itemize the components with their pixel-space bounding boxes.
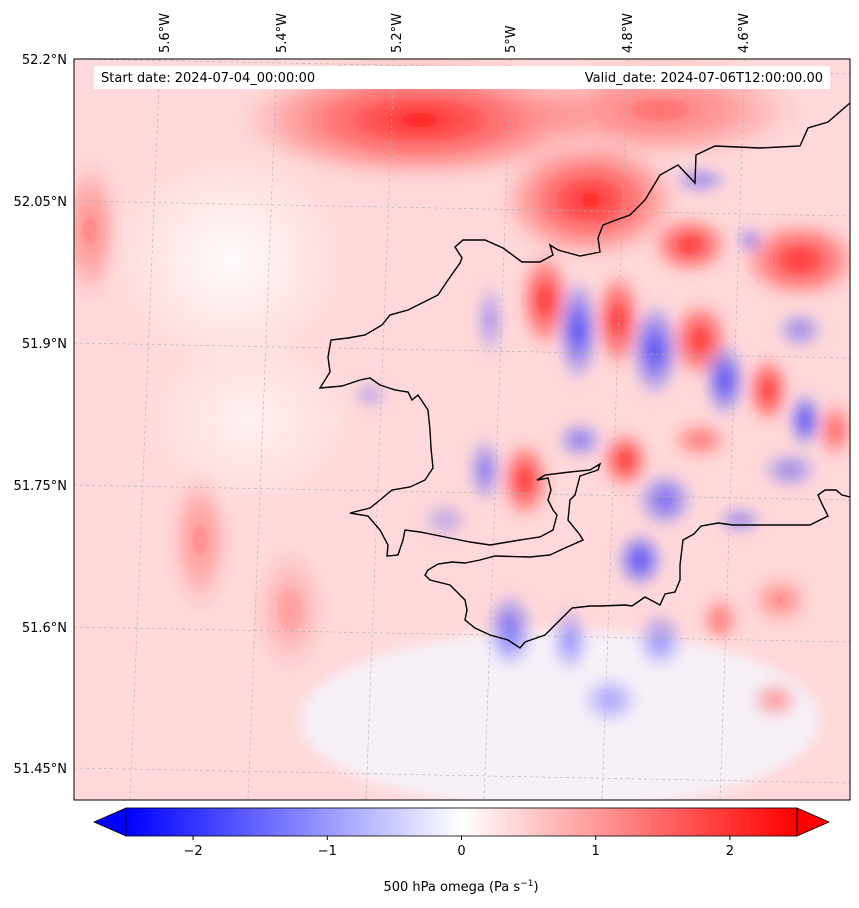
colorbar-label: 500 hPa omega (Pa s−1)	[383, 879, 538, 895]
lon-label: 5.4°W	[275, 13, 290, 53]
valid-date-label: Valid_date: 2024-07-06T12:00:00.00	[585, 71, 823, 86]
lon-label: 4.6°W	[737, 13, 752, 53]
lat-label: 51.9°N	[22, 337, 67, 352]
lat-label: 51.6°N	[22, 621, 67, 636]
colorbar: −2 −1 0 1 2 500 hPa omega (Pa s−1)	[93, 807, 830, 895]
colorbar-gradient	[125, 807, 798, 837]
start-date-label: Start date: 2024-07-04_00:00:00	[101, 71, 315, 86]
lat-label: 51.45°N	[14, 762, 67, 777]
colorbar-extend-min	[93, 807, 127, 837]
map-gridlines	[74, 59, 850, 800]
coastline	[318, 102, 850, 649]
colorbar-tick-label: 1	[592, 844, 600, 859]
colorbar-tick-label: −1	[318, 844, 337, 859]
longitude-labels: 5.6°W 5.4°W 5.2°W 5°W 4.8°W 4.6°W	[158, 13, 752, 53]
lon-label: 4.8°W	[621, 13, 636, 53]
lat-label: 52.2°N	[22, 53, 67, 68]
colorbar-label-exponent: −1	[520, 879, 533, 889]
lat-label: 51.75°N	[14, 479, 67, 494]
omega-field	[74, 59, 850, 800]
colorbar-label-main: 500 hPa omega (Pa s	[383, 880, 520, 895]
latitude-labels: 52.2°N 52.05°N 51.9°N 51.75°N 51.6°N 51.…	[14, 53, 67, 777]
date-header-box	[94, 66, 830, 89]
colorbar-tick-label: 0	[457, 844, 465, 859]
lon-label: 5°W	[504, 25, 519, 53]
colorbar-tick-label: −2	[184, 844, 203, 859]
date-header: Start date: 2024-07-04_00:00:00 Valid_da…	[94, 66, 830, 89]
colorbar-tick-label: 2	[726, 844, 734, 859]
lon-label: 5.2°W	[390, 13, 405, 53]
colorbar-label-end: )	[533, 880, 538, 895]
map-frame	[73, 58, 851, 801]
colorbar-ticks: −2 −1 0 1 2	[184, 836, 734, 859]
lat-label: 52.05°N	[14, 195, 67, 210]
colorbar-extend-max	[796, 807, 830, 837]
lon-label: 5.6°W	[158, 13, 173, 53]
